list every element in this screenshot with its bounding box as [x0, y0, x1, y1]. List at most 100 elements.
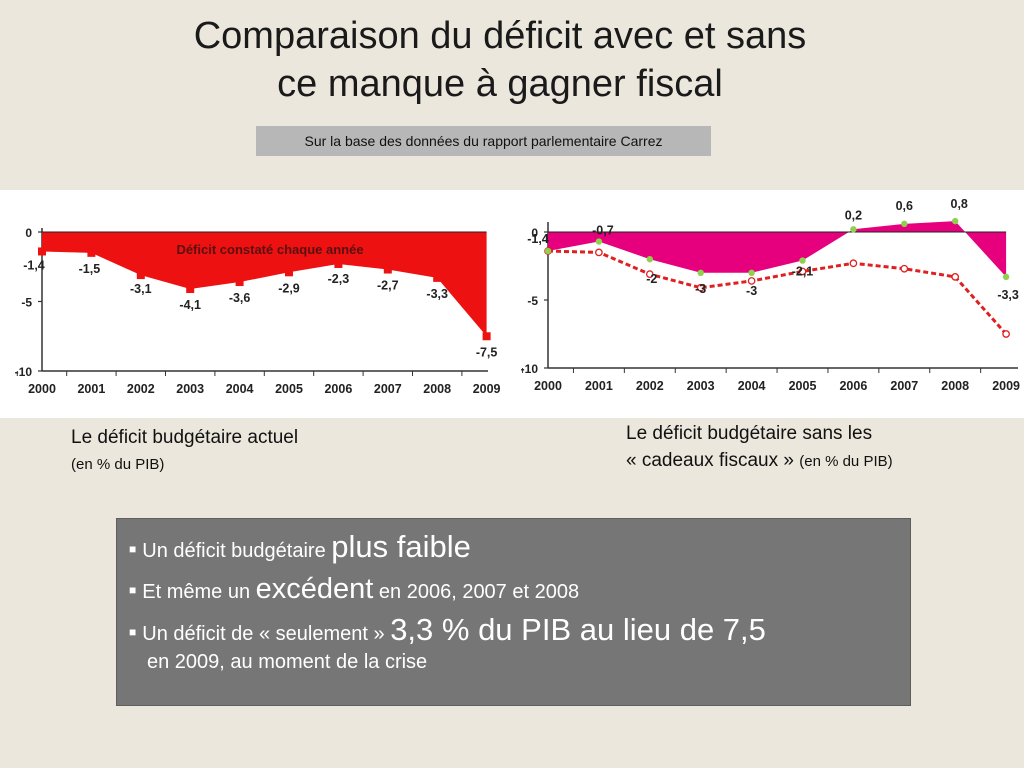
data-label: -0,7	[592, 224, 614, 238]
data-point-marker	[850, 226, 857, 233]
y-tick-label: 0	[531, 226, 538, 240]
caption-left: Le déficit budgétaire actuel (en % du PI…	[71, 424, 298, 478]
y-tick-label: -5	[21, 296, 32, 310]
title-line-2: ce manque à gagner fiscal	[277, 63, 723, 105]
reference-point	[900, 264, 909, 273]
reference-point	[798, 267, 807, 276]
bullet-1: ■ Un déficit budgétaire plus faible	[129, 531, 910, 565]
data-point-marker	[697, 269, 704, 276]
data-point-marker	[87, 248, 96, 257]
data-point-marker	[952, 217, 959, 225]
data-point-marker	[383, 265, 392, 274]
summary-box: ■ Un déficit budgétaire plus faible ■ Et m…	[116, 518, 911, 706]
caption-right: Le déficit budgétaire sans les « cadeaux…	[626, 420, 893, 475]
caption-right-line2: « cadeaux fiscaux »	[626, 450, 794, 471]
x-tick-label: 2002	[127, 382, 155, 396]
x-tick-label: 2008	[941, 379, 969, 393]
x-tick-label: 2009	[992, 379, 1020, 393]
reference-point	[747, 277, 756, 285]
x-tick-label: 2001	[585, 379, 613, 393]
data-label: -2,9	[278, 281, 300, 295]
data-point-marker	[646, 256, 653, 263]
reference-point	[595, 248, 603, 257]
x-tick-label: 2006	[839, 379, 867, 393]
bullet-3-continuation: en 2009, au moment de la crise	[147, 651, 428, 673]
data-point-marker	[901, 220, 908, 228]
data-point-marker	[1002, 273, 1010, 281]
bullet-1-text: Un déficit budgétaire	[142, 540, 326, 562]
reference-point	[1002, 330, 1010, 338]
data-point-marker	[482, 332, 491, 341]
bullet-3-emphasis: 3,3 % du PIB au lieu de 7,5	[390, 612, 766, 647]
data-label: -4,1	[179, 298, 201, 312]
x-tick-label: 2008	[423, 382, 451, 396]
bullet-2-text: Et même un	[142, 581, 251, 603]
x-tick-label: 2003	[687, 379, 715, 393]
data-point-marker	[799, 257, 806, 264]
data-label: -1,4	[527, 232, 549, 246]
chart-title: Déficit constaté chaque année	[176, 242, 363, 257]
x-tick-label: 2005	[789, 379, 817, 393]
x-tick-label: 2007	[890, 379, 918, 393]
chart-deficit-without-tax-gifts: 0 -5 -10 2000 2001 2002 2003 2004 2005 2006 2007 20…	[521, 197, 1020, 393]
caption-left-line1: Le déficit budgétaire actuel	[71, 427, 299, 448]
bullet-3-text: Un déficit de « seulement »	[142, 623, 385, 645]
x-tick-label: 2004	[226, 382, 254, 396]
source-note: Sur la base des données du rapport parle…	[256, 126, 711, 156]
deficit-area	[548, 221, 1007, 277]
reference-point	[696, 283, 705, 292]
data-label: -2,7	[377, 279, 399, 293]
data-label: -3,3	[426, 287, 448, 301]
data-point-marker	[136, 271, 145, 280]
data-point-marker	[285, 268, 293, 277]
data-point-marker	[595, 238, 603, 245]
x-tick-label: 2000	[534, 379, 562, 393]
y-tick-label: 0	[25, 226, 32, 240]
caption-left-line2: (en % du PIB)	[71, 456, 165, 473]
reference-point	[645, 270, 654, 279]
caption-right-line2-unit: (en % du PIB)	[799, 453, 893, 470]
y-tick-label: -10	[521, 362, 539, 376]
data-point-marker	[38, 247, 46, 256]
x-tick-label: 2007	[374, 382, 402, 396]
data-label: -3	[695, 282, 706, 296]
bullet-square-icon: ■	[129, 625, 137, 639]
data-label: -7,5	[476, 345, 498, 359]
bullet-2-years: en 2006, 2007 et 2008	[378, 581, 580, 603]
x-tick-label: 2005	[275, 382, 303, 396]
data-label: 0,8	[951, 197, 968, 211]
bullet-square-icon: ■	[129, 583, 137, 597]
data-label: 0,6	[896, 199, 913, 213]
data-point-marker	[334, 259, 343, 268]
data-point-marker	[235, 278, 244, 287]
y-tick-label: -10	[15, 365, 33, 379]
reference-line	[547, 249, 1008, 335]
bullet-square-icon: ■	[129, 542, 137, 556]
data-label: -3,3	[997, 288, 1019, 302]
data-point-marker	[186, 284, 195, 293]
data-label: -2,3	[328, 272, 350, 286]
deficit-area	[42, 232, 487, 337]
data-point-marker	[544, 247, 552, 255]
x-tick-label: 2000	[28, 382, 56, 396]
bullet-1-emphasis: plus faible	[331, 529, 471, 564]
data-point-marker	[433, 273, 442, 282]
chart-current-deficit: 0 -5 -10 2000 2001 2002 2003 2004 2005 2006 2007 20…	[15, 226, 501, 396]
x-tick-label: 2002	[636, 379, 664, 393]
data-label: -1,4	[23, 258, 45, 272]
data-label: -1,5	[79, 262, 101, 276]
data-point-marker	[748, 269, 755, 276]
y-tick-label: -5	[527, 294, 538, 308]
bullet-3: ■ Un déficit de « seulement » 3,3 % du PI…	[129, 614, 910, 676]
reference-point	[951, 273, 960, 281]
slide-title: Comparaison du déficit avec et sans ce m…	[0, 12, 1000, 108]
data-label: -3,6	[229, 291, 251, 305]
reference-point	[849, 259, 858, 268]
bullet-2-emphasis: excédent	[255, 573, 374, 605]
data-label: -2	[646, 272, 657, 286]
title-line-1: Comparaison du déficit avec et sans	[193, 15, 807, 57]
x-tick-label: 2006	[324, 382, 352, 396]
bullet-2: ■ Et même un excédent en 2006, 2007 et 20…	[129, 575, 910, 606]
x-tick-label: 2009	[473, 382, 501, 396]
data-label: -2,1	[792, 265, 814, 279]
